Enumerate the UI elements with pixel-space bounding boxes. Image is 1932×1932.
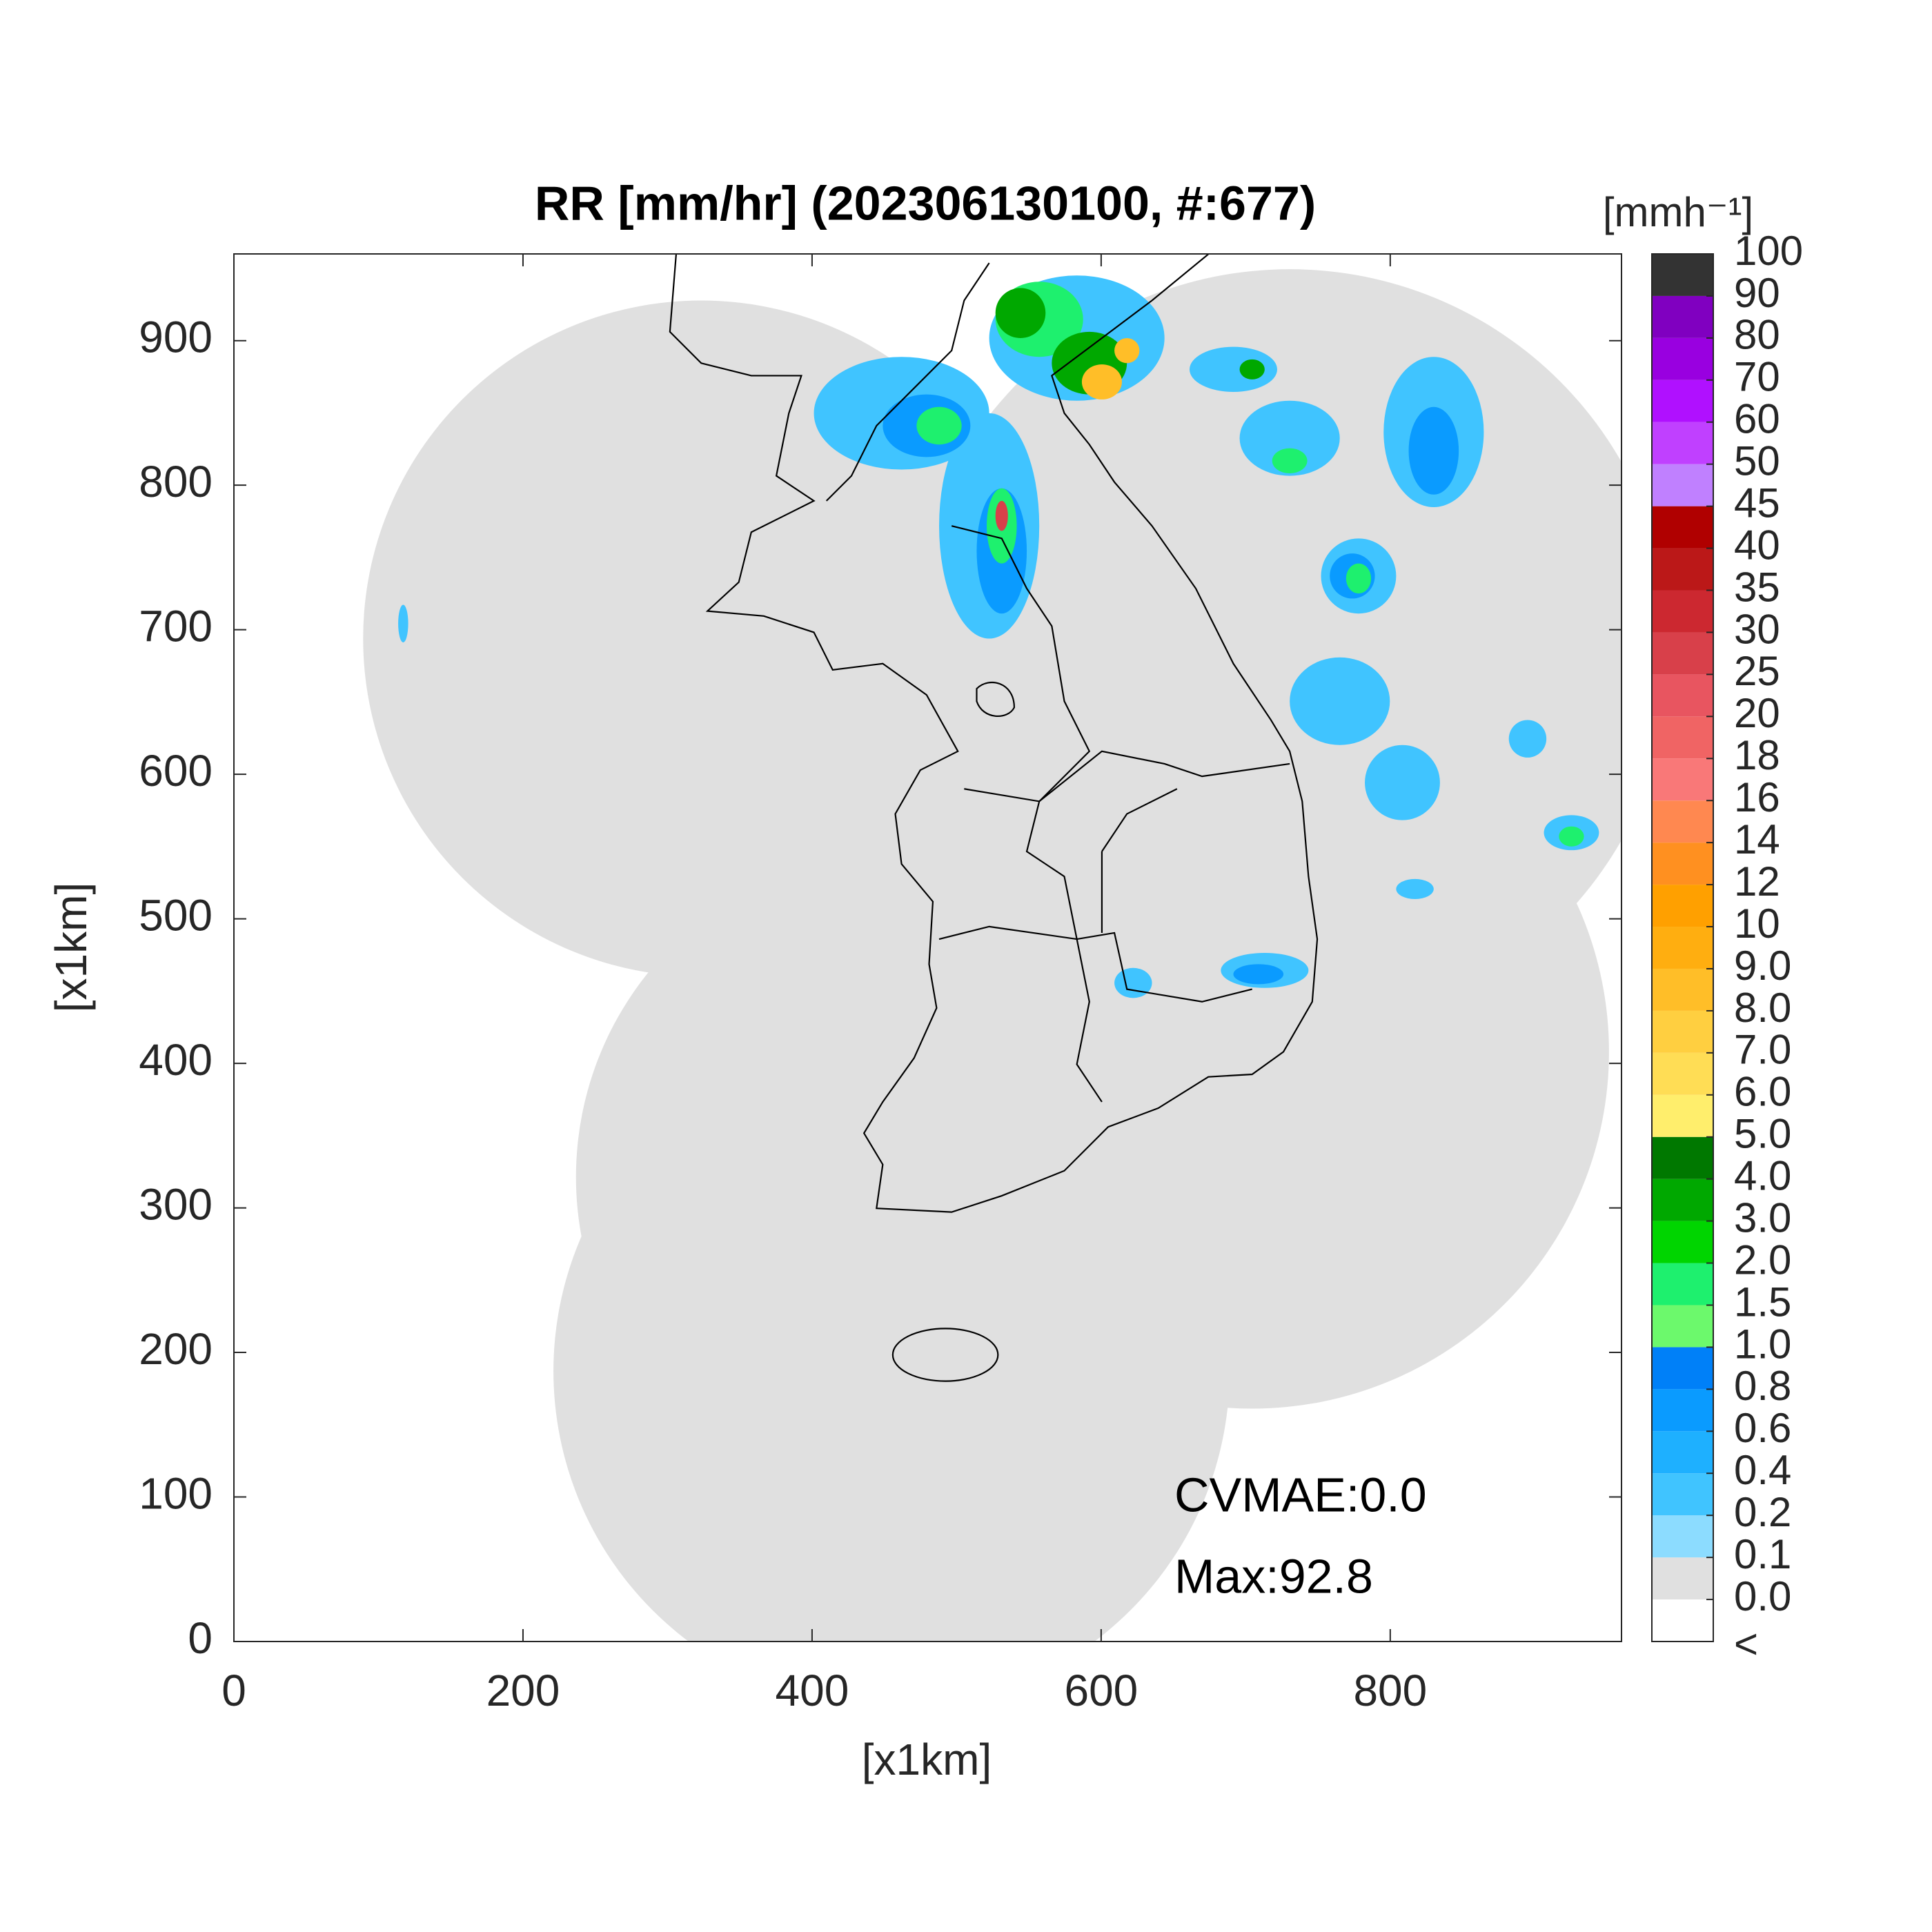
colorbar-label: 6.0 — [1734, 1069, 1791, 1115]
colorbar-box — [1652, 842, 1713, 885]
colorbar-label: 12 — [1734, 858, 1780, 905]
colorbar-unit: [mmh⁻¹] — [1603, 189, 1753, 235]
colorbar-label: 8.0 — [1734, 985, 1791, 1031]
colorbar-box — [1652, 1179, 1713, 1221]
y-tick-label: 0 — [188, 1613, 213, 1663]
y-tick-label: 400 — [139, 1035, 213, 1085]
colorbar-label: 1.5 — [1734, 1279, 1791, 1325]
colorbar-box — [1652, 1515, 1713, 1558]
colorbar-label: 0.0 — [1734, 1573, 1791, 1619]
colorbar-label: 1.0 — [1734, 1321, 1791, 1367]
colorbar-box — [1652, 927, 1713, 969]
colorbar-label: 90 — [1734, 270, 1780, 316]
colorbar-box — [1652, 422, 1713, 464]
colorbar-box — [1652, 674, 1713, 717]
colorbar-label: 100 — [1734, 228, 1803, 274]
x-axis-label: [x1km] — [862, 1735, 992, 1784]
colorbar-box — [1652, 548, 1713, 591]
colorbar-box — [1652, 1347, 1713, 1390]
colorbar-label: 30 — [1734, 606, 1780, 652]
colorbar-box — [1652, 464, 1713, 506]
colorbar-box — [1652, 968, 1713, 1011]
radar-echoes — [398, 275, 1599, 998]
y-tick-label: 300 — [139, 1179, 213, 1229]
colorbar-box — [1652, 1473, 1713, 1516]
colorbar-label: 0.1 — [1734, 1531, 1791, 1577]
colorbar-under-label: < — [1734, 1621, 1758, 1667]
colorbar-box — [1652, 800, 1713, 843]
colorbar-box — [1652, 254, 1713, 296]
colorbar-box — [1652, 632, 1713, 675]
colorbar-box — [1652, 1052, 1713, 1095]
y-tick-label: 500 — [139, 891, 213, 940]
x-tick-label: 800 — [1353, 1666, 1427, 1715]
colorbar-box — [1652, 590, 1713, 633]
colorbar-label: 60 — [1734, 396, 1780, 442]
colorbar-box — [1652, 1557, 1713, 1600]
coastline — [669, 254, 1319, 1382]
colorbar-label: 70 — [1734, 354, 1780, 400]
colorbar-label: 25 — [1734, 648, 1780, 694]
colorbar-label: 20 — [1734, 690, 1780, 736]
y-tick-label: 700 — [139, 602, 213, 651]
colorbar-label: 45 — [1734, 480, 1780, 526]
colorbar-box — [1652, 295, 1713, 338]
x-tick-label: 600 — [1064, 1666, 1138, 1715]
colorbar-label: 80 — [1734, 312, 1780, 358]
colorbar-box — [1652, 1389, 1713, 1432]
y-tick-label: 900 — [139, 313, 213, 362]
max-annotation: Max:92.8 — [1174, 1549, 1373, 1603]
colorbar-box — [1652, 1136, 1713, 1179]
colorbar-label: 9.0 — [1734, 943, 1791, 989]
plot-frame — [233, 253, 1622, 1642]
colorbar-box — [1652, 758, 1713, 801]
y-tick-label: 100 — [139, 1468, 213, 1518]
y-tick-label: 200 — [139, 1324, 213, 1374]
colorbar-box — [1652, 885, 1713, 927]
x-tick-label: 400 — [776, 1666, 849, 1715]
colorbar-label: 5.0 — [1734, 1111, 1791, 1157]
colorbar-label: 40 — [1734, 522, 1780, 568]
colorbar-frame — [1651, 253, 1714, 1642]
colorbar-label: 10 — [1734, 900, 1780, 947]
colorbar-label: 7.0 — [1734, 1027, 1791, 1073]
colorbar-box — [1652, 1599, 1713, 1642]
colorbar-label: 35 — [1734, 564, 1780, 610]
colorbar-label: 14 — [1734, 816, 1780, 862]
colorbar-label: 0.6 — [1734, 1405, 1791, 1451]
chart-title: RR [mm/hr] (202306130100, #:677) — [535, 176, 1316, 230]
colorbar-box — [1652, 716, 1713, 759]
colorbar-box — [1652, 1010, 1713, 1053]
colorbar-box — [1652, 337, 1713, 380]
colorbar-box — [1652, 1221, 1713, 1263]
colorbar-box — [1652, 1094, 1713, 1137]
colorbar-label: 18 — [1734, 732, 1780, 778]
map — [363, 254, 1622, 1642]
colorbar-label: 2.0 — [1734, 1236, 1791, 1283]
y-tick-label: 600 — [139, 746, 213, 796]
colorbar-label: 0.2 — [1734, 1489, 1791, 1535]
colorbar-box — [1652, 1263, 1713, 1305]
colorbar-label: 0.4 — [1734, 1447, 1791, 1493]
colorbar-label: 0.8 — [1734, 1363, 1791, 1409]
y-axis-label: [x1km] — [46, 883, 96, 1012]
cvmae-annotation: CVMAE:0.0 — [1174, 1468, 1427, 1521]
colorbar-label: 3.0 — [1734, 1194, 1791, 1241]
y-tick-label: 800 — [139, 457, 213, 506]
x-tick-label: 200 — [486, 1666, 560, 1715]
colorbar-label: 4.0 — [1734, 1153, 1791, 1199]
colorbar-box — [1652, 506, 1713, 549]
colorbar-label: 16 — [1734, 774, 1780, 820]
colorbar-box — [1652, 379, 1713, 422]
colorbar-box — [1652, 1305, 1713, 1348]
colorbar-box — [1652, 1431, 1713, 1474]
x-tick-label: 0 — [221, 1666, 246, 1715]
colorbar-label: 50 — [1734, 438, 1780, 484]
